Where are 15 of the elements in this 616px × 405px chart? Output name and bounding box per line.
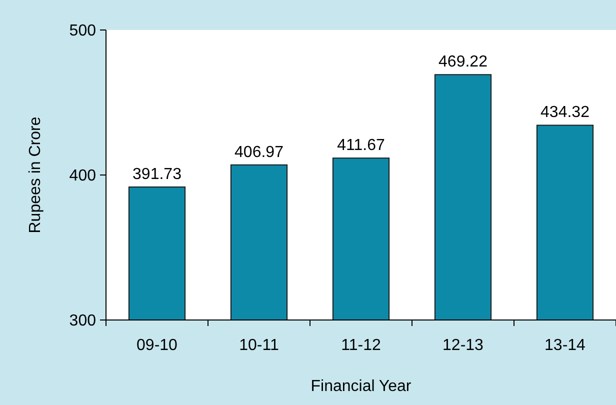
y-tick-label: 400 (69, 168, 96, 185)
y-tick-label: 500 (69, 22, 96, 40)
data-label: 434.32 (540, 104, 590, 122)
data-label: 469.22 (438, 54, 488, 71)
data-label: 406.97 (234, 144, 284, 161)
x-tick-label: 09-10 (136, 337, 178, 354)
x-tick-label: 10-11 (239, 337, 279, 354)
y-axis-title: Rupees in Crore (27, 116, 44, 234)
x-tick-label: 13-14 (544, 337, 586, 354)
data-label: 391.73 (132, 166, 182, 183)
x-tick-label: 12-13 (442, 337, 484, 354)
x-axis-title: Financial Year (310, 378, 412, 395)
x-tick-label: 11-12 (341, 337, 381, 354)
data-label: 411.67 (337, 137, 385, 154)
y-tick-label: 300 (69, 312, 96, 330)
